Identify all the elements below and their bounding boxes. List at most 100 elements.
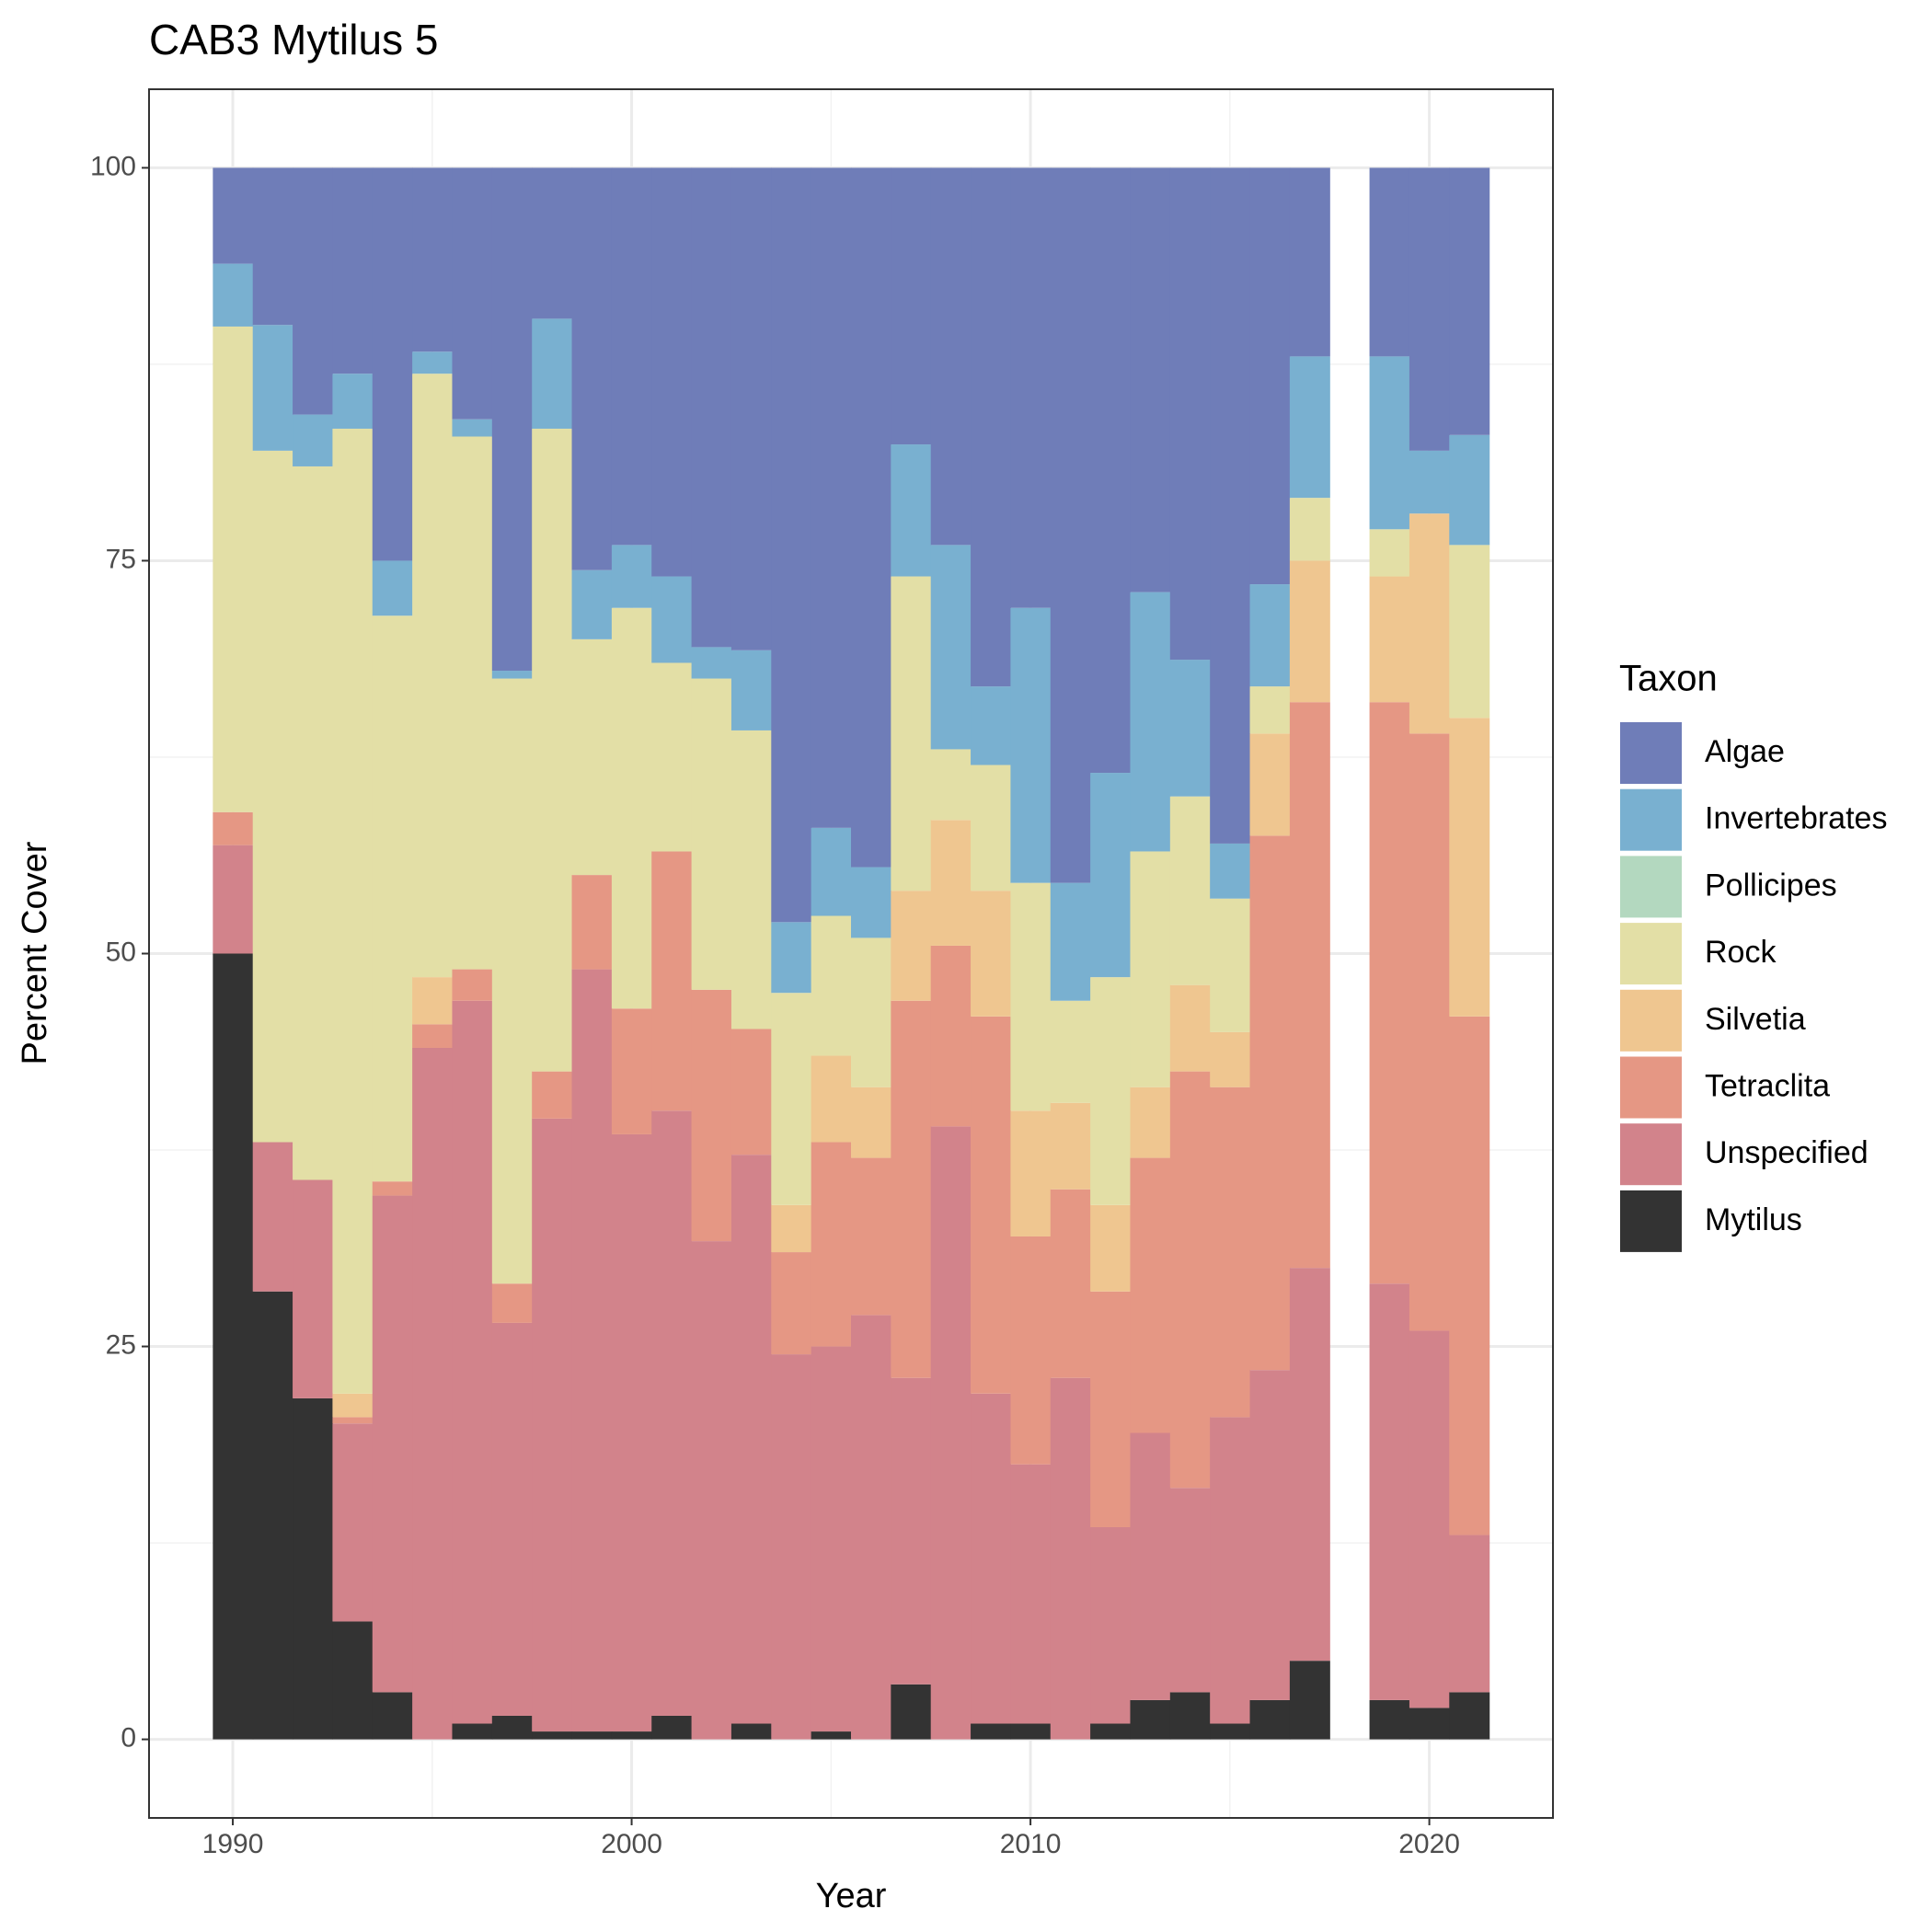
bar-segment [1090, 1204, 1132, 1292]
bar-segment [1369, 356, 1410, 530]
bar-segment [891, 444, 932, 577]
bar-segment [811, 827, 852, 916]
legend-label: Tetraclita [1705, 1068, 1830, 1103]
y-axis-title: Percent Cover [16, 841, 54, 1064]
bar-segment [691, 678, 732, 990]
bar-segment [252, 167, 293, 326]
bar-segment [1090, 167, 1132, 774]
legend-key [1620, 1190, 1682, 1252]
bar-segment [1010, 882, 1052, 1111]
bar-segment [811, 915, 852, 1056]
bar-segment [1169, 796, 1211, 985]
bar-segment [491, 1283, 533, 1323]
legend-label: Algae [1705, 734, 1785, 769]
bar-segment [1130, 1157, 1171, 1433]
bar-segment [971, 1393, 1012, 1724]
bar-segment [651, 1110, 693, 1716]
bar-segment [811, 1731, 852, 1740]
bar-segment [811, 1142, 852, 1347]
bar-segment [891, 576, 932, 891]
bar-segment [611, 545, 652, 608]
bar-segment [930, 945, 972, 1127]
legend-key [1620, 989, 1682, 1052]
x-tick-label: 2000 [601, 1829, 662, 1859]
bar-segment [1090, 1291, 1132, 1527]
bar-segment [372, 1195, 413, 1693]
y-tick-label: 75 [106, 544, 136, 574]
bar-segment [851, 937, 891, 1087]
bar-segment [491, 671, 533, 679]
bar-segment [851, 1087, 891, 1158]
bar-segment [252, 1291, 293, 1740]
bar-segment [491, 1715, 533, 1740]
bar-segment [332, 1417, 374, 1424]
bar-segment [571, 969, 613, 1732]
bar-segment [1289, 356, 1330, 499]
bar-segment [1130, 1432, 1171, 1700]
bar-segment [730, 730, 772, 1029]
bar-segment [1449, 718, 1490, 1017]
bar-segment [1210, 1031, 1251, 1087]
bar-segment [1050, 1189, 1091, 1378]
bar-segment [1249, 686, 1291, 734]
bar-segment [1409, 733, 1450, 1331]
bar-segment [651, 851, 693, 1111]
bar-segment [930, 1126, 972, 1740]
bar-segment [252, 325, 293, 451]
bar-segment [891, 1684, 932, 1740]
bar-segment [1449, 1535, 1490, 1693]
bar-segment [1369, 1699, 1410, 1740]
bar-segment [1249, 167, 1291, 585]
bar-segment [611, 1008, 652, 1134]
bar-segment [332, 1621, 374, 1740]
bar-segment [891, 891, 932, 1001]
bar-segment [293, 1397, 334, 1740]
bar-segment [1249, 835, 1291, 1371]
bar-segment [1449, 434, 1490, 546]
bar-segment [452, 167, 493, 420]
bar-segment [1090, 1723, 1132, 1740]
bar-segment [412, 977, 454, 1025]
bar-segment [1169, 660, 1211, 797]
bar-segment [651, 167, 693, 577]
bar-segment [293, 1179, 334, 1398]
bar-segment [971, 765, 1012, 891]
bar-segment [1050, 882, 1091, 1001]
bar-segment [412, 374, 454, 978]
legend-key [1620, 856, 1682, 918]
bar-segment [372, 1181, 413, 1196]
bar-segment [372, 167, 413, 561]
bar-segment [532, 1071, 573, 1119]
bar-segment [491, 678, 533, 1284]
bar-segment [730, 1155, 772, 1724]
y-tick-label: 50 [106, 937, 136, 967]
bar-segment [771, 1252, 812, 1355]
bar-segment [293, 414, 334, 466]
x-axis-title: Year [816, 1877, 887, 1915]
legend-key [1620, 1123, 1682, 1186]
bar-segment [1169, 167, 1211, 661]
bar-segment [1010, 1110, 1052, 1236]
bar-segment [1369, 702, 1410, 1284]
bar-segment [372, 560, 413, 616]
bar-segment [811, 1055, 852, 1143]
y-tick-label: 100 [90, 151, 136, 181]
bar-segment [1130, 592, 1171, 852]
bar-segment [1369, 529, 1410, 577]
bar-segment [1130, 1699, 1171, 1740]
bar-segment [1010, 607, 1052, 883]
bar-segment [213, 953, 254, 1740]
bar-segment [1449, 545, 1490, 719]
bar-segment [651, 662, 693, 852]
bar-segment [412, 167, 454, 352]
bar-segment [1409, 1708, 1450, 1740]
bar-segment [611, 607, 652, 1009]
bar-segment [1249, 1370, 1291, 1700]
bar-segment [1449, 167, 1490, 435]
bar-segment [611, 1731, 652, 1740]
bar-segment [1249, 1699, 1291, 1740]
bar-segment [1130, 167, 1171, 592]
legend-label: Invertebrates [1705, 801, 1887, 836]
bar-segment [1409, 1330, 1450, 1708]
